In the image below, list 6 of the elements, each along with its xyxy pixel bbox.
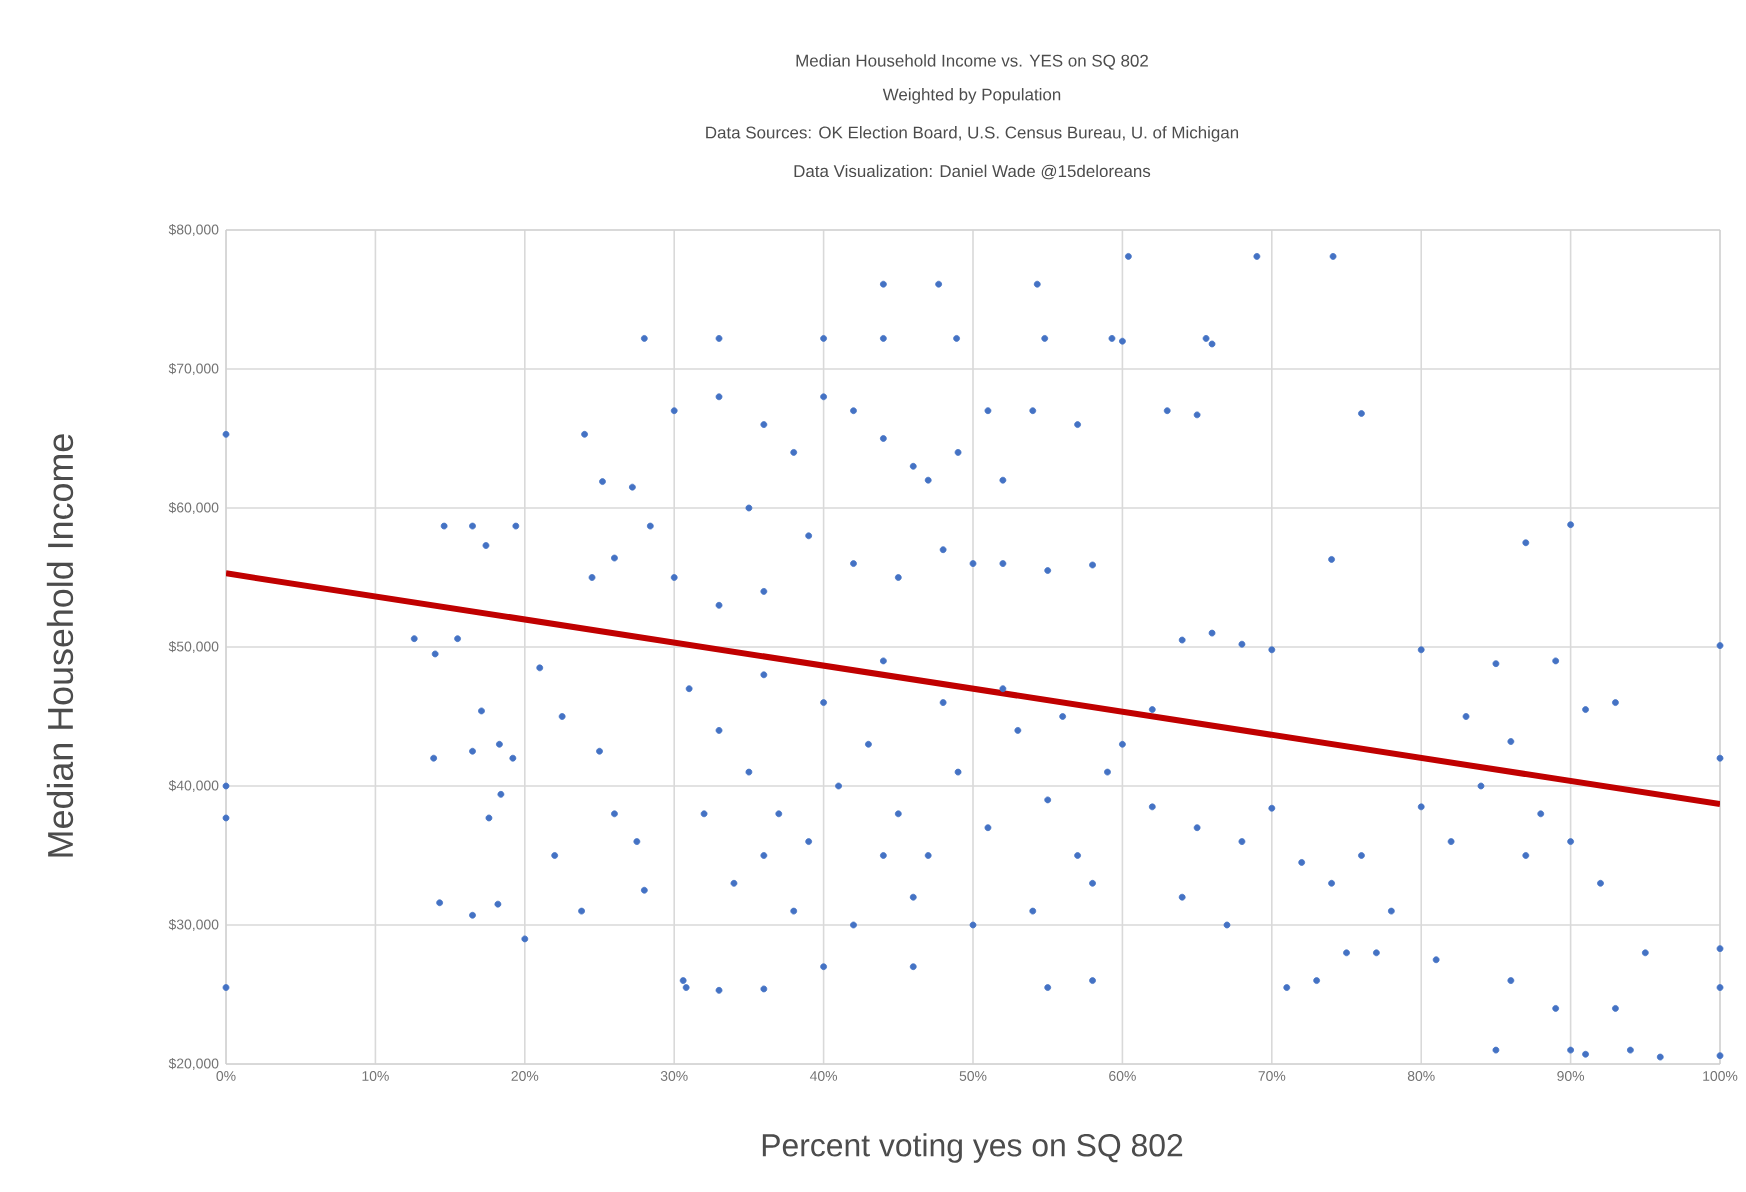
chart-subtitle: Weighted by Population — [882, 88, 1061, 104]
chart-title: Median Household Income vs. YES on SQ 802 — [796, 54, 1148, 70]
text: Data Sources: OK Election Board, U.S. Census Bureau, U. of Michigan — [706, 126, 1239, 142]
text: Data Visualization: Daniel Wade @15deloreans — [794, 164, 1151, 180]
y-axis-title: Median Household Income — [46, 434, 74, 857]
x-axis-title: Percent voting yes on SQ 802 — [762, 1133, 1183, 1163]
